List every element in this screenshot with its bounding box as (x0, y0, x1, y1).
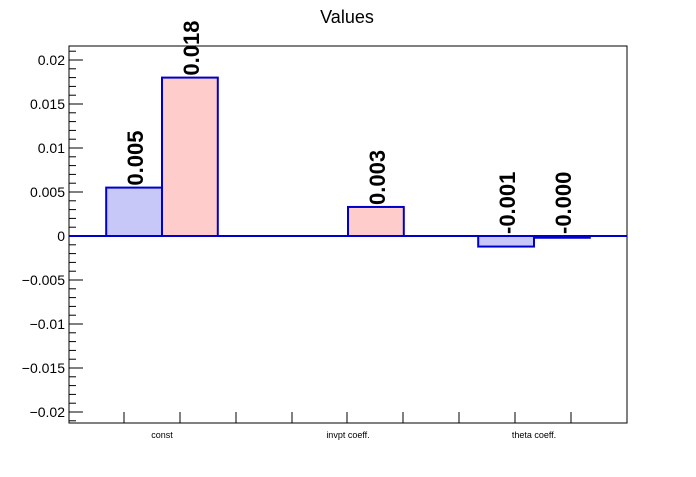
y-tick-label: 0 (57, 228, 65, 244)
bars: 0.005 -0.001 0.018 0.003 -0.000 (105, 21, 591, 248)
bar (161, 76, 219, 237)
x-category-label: theta coeff. (512, 430, 556, 440)
bar (347, 205, 405, 238)
y-tick-label: 0.01 (38, 140, 65, 156)
chart-title: Values (320, 7, 374, 27)
y-tick-label: −0.02 (30, 404, 66, 420)
bar (477, 235, 536, 248)
x-axis: const invpt coeff. theta coeff. (123, 412, 572, 440)
y-tick-label: −0.005 (22, 272, 65, 288)
y-tick-label: 0.015 (30, 96, 65, 112)
bar-value-label: 0.005 (123, 131, 148, 186)
x-category-label: invpt coeff. (326, 430, 369, 440)
bar-value-label: 0.003 (365, 150, 390, 205)
y-tick-label: 0.005 (30, 184, 65, 200)
y-tick-label: 0.02 (38, 52, 65, 68)
bar (105, 186, 163, 238)
bar-value-label: 0.018 (179, 21, 204, 76)
bar-value-label: -0.001 (495, 172, 520, 234)
y-tick-label: −0.015 (22, 360, 65, 376)
y-tick-label: −0.01 (30, 316, 66, 332)
x-category-label: const (151, 430, 173, 440)
bar-value-label: -0.000 (551, 172, 576, 234)
plot-frame (68, 45, 628, 424)
